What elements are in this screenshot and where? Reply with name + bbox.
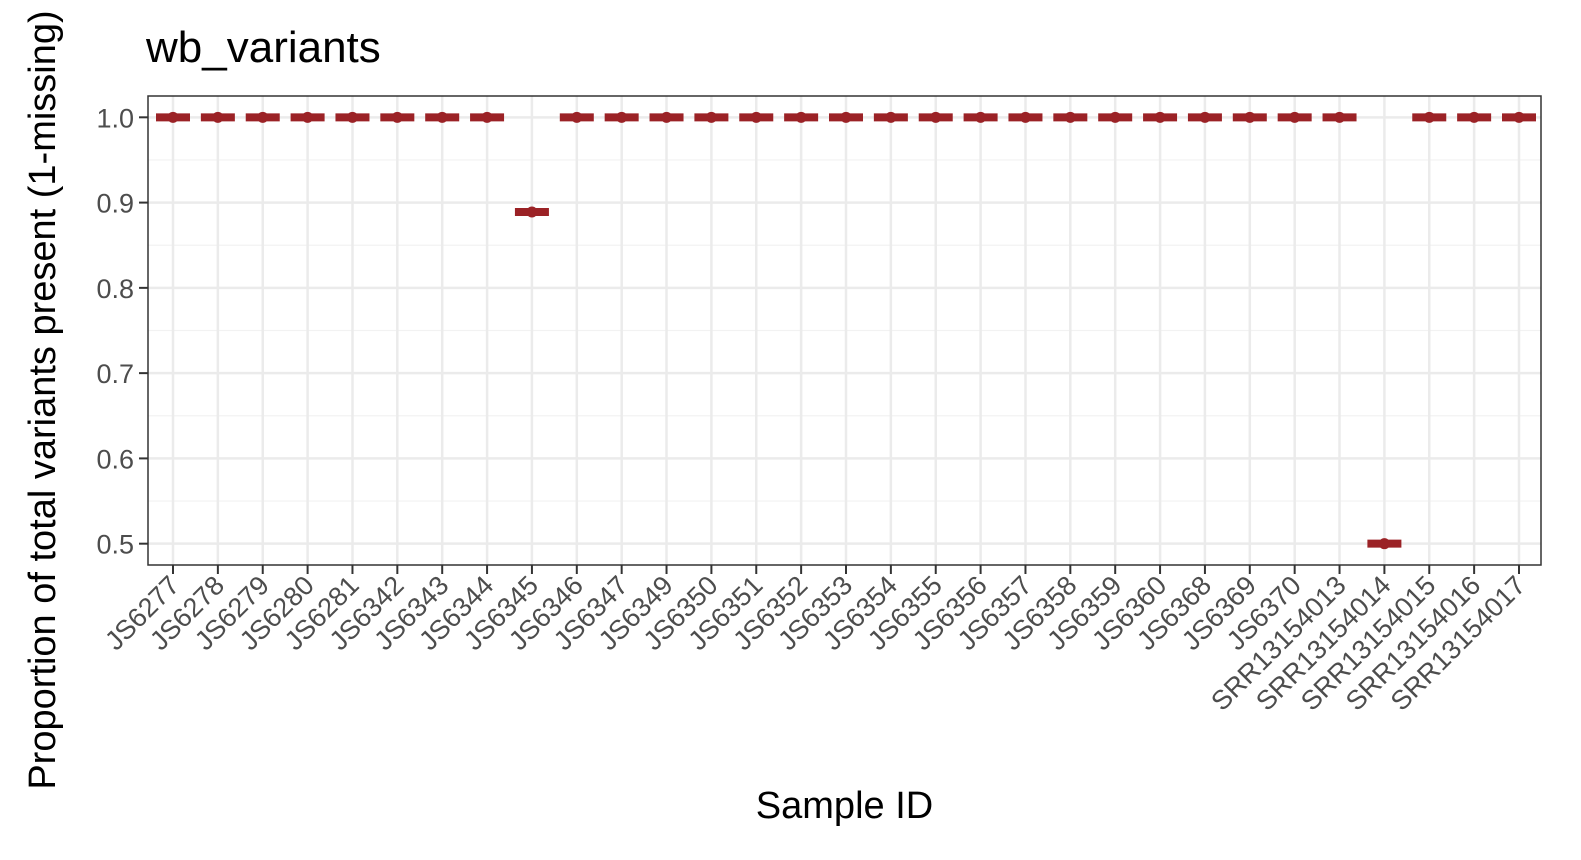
- data-point: [840, 111, 852, 123]
- data-point: [1468, 111, 1480, 123]
- y-tick-label: 0.7: [96, 359, 134, 389]
- data-point: [705, 111, 717, 123]
- x-axis-title: Sample ID: [756, 785, 933, 827]
- data-point: [1423, 111, 1435, 123]
- data-point: [346, 111, 358, 123]
- grid: [148, 96, 1541, 565]
- data-point: [750, 111, 762, 123]
- y-tick-label: 0.6: [96, 444, 134, 474]
- data-point: [1334, 111, 1346, 123]
- data-point: [481, 111, 493, 123]
- data-point: [930, 111, 942, 123]
- y-tick-label: 1.0: [96, 103, 134, 133]
- data-point: [257, 111, 269, 123]
- data-point: [1378, 538, 1390, 550]
- chart-title: wb_variants: [145, 23, 381, 72]
- data-point: [1019, 111, 1031, 123]
- y-axis-title: Proportion of total variants present (1-…: [22, 10, 64, 789]
- panel-border: [147, 95, 1542, 566]
- data-point: [391, 111, 403, 123]
- data-point: [1064, 111, 1076, 123]
- data-point: [1199, 111, 1211, 123]
- x-axis: JS6277JS6278JS6279JS6280JS6281JS6342JS63…: [99, 565, 1531, 717]
- data-point: [1154, 111, 1166, 123]
- data-point: [975, 111, 987, 123]
- data-marks: [156, 111, 1536, 550]
- y-tick-label: 0.9: [96, 189, 134, 219]
- y-tick-label: 0.8: [96, 274, 134, 304]
- data-point: [436, 111, 448, 123]
- data-point: [571, 111, 583, 123]
- data-point: [167, 111, 179, 123]
- data-point: [1513, 111, 1525, 123]
- y-axis: 0.5 0.6 0.7 0.8 0.9 1.0: [96, 103, 148, 560]
- data-point: [616, 111, 628, 123]
- data-point: [795, 111, 807, 123]
- data-point: [1109, 111, 1121, 123]
- data-point: [212, 111, 224, 123]
- data-point: [885, 111, 897, 123]
- data-point: [1289, 111, 1301, 123]
- data-point: [661, 111, 673, 123]
- data-point: [526, 206, 538, 218]
- y-tick-label: 0.5: [96, 530, 134, 560]
- data-point: [302, 111, 314, 123]
- data-point: [1244, 111, 1256, 123]
